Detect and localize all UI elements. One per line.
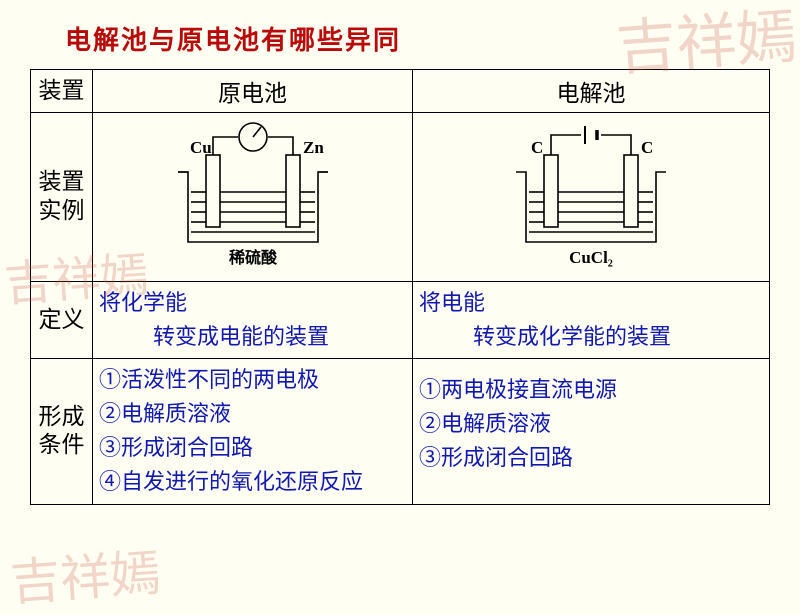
- header-col1: 原电池: [93, 70, 413, 113]
- electrode-right-label: Zn: [303, 138, 324, 157]
- cond1-item: ③形成闭合回路: [99, 431, 406, 465]
- def2-line2: 转变成化学能的装置: [419, 320, 763, 354]
- electrode-left-label: Cu: [190, 138, 212, 157]
- comparison-table: 装置 原电池 电解池 装置实例: [30, 69, 770, 505]
- diagram-row: 装置实例: [31, 113, 770, 282]
- definition-label: 定义: [31, 282, 93, 359]
- definition-col2: 将电能 转变成化学能的装置: [413, 282, 770, 359]
- def2-line1: 将电能: [419, 290, 485, 315]
- conditions-row: 形成条件 ①活泼性不同的两电极 ②电解质溶液 ③形成闭合回路 ④自发进行的氧化还…: [31, 359, 770, 504]
- conditions-col1: ①活泼性不同的两电极 ②电解质溶液 ③形成闭合回路 ④自发进行的氧化还原反应: [93, 359, 413, 504]
- electrolyte-label: CuCl₂: [569, 248, 613, 267]
- diagram-label: 装置实例: [31, 113, 93, 282]
- header-label: 装置: [31, 70, 93, 113]
- page-title: 电解池与原电池有哪些异同: [65, 20, 770, 57]
- galvanic-svg: Cu Zn 稀硫酸: [143, 117, 363, 272]
- watermark-bottom: 吉祥嫣: [8, 533, 163, 615]
- electrolytic-cell-diagram: C C CuCl₂: [413, 113, 770, 282]
- cond1-item: ②电解质溶液: [99, 397, 406, 431]
- cond2-item: ①两电极接直流电源: [419, 373, 763, 407]
- definition-col1: 将化学能 转变成电能的装置: [93, 282, 413, 359]
- electrode-left-label: C: [531, 138, 543, 157]
- cond1-item: ①活泼性不同的两电极: [99, 363, 406, 397]
- conditions-label: 形成条件: [31, 359, 93, 504]
- cond2-item: ③形成闭合回路: [419, 441, 763, 475]
- def1-line2: 转变成电能的装置: [99, 320, 406, 354]
- definition-row: 定义 将化学能 转变成电能的装置 将电能 转变成化学能的装置: [31, 282, 770, 359]
- cond2-item: ②电解质溶液: [419, 407, 763, 441]
- galvanic-cell-diagram: Cu Zn 稀硫酸: [93, 113, 413, 282]
- cond1-item: ④自发进行的氧化还原反应: [99, 465, 406, 499]
- conditions-col2: ①两电极接直流电源 ②电解质溶液 ③形成闭合回路: [413, 359, 770, 504]
- def1-line1: 将化学能: [99, 290, 187, 315]
- electrolytic-svg: C C CuCl₂: [481, 117, 701, 272]
- header-col2: 电解池: [413, 70, 770, 113]
- page: 电解池与原电池有哪些异同 装置 原电池 电解池 装置实例: [0, 0, 800, 505]
- electrolyte-label: 稀硫酸: [228, 248, 277, 267]
- header-row: 装置 原电池 电解池: [31, 70, 770, 113]
- electrode-right-label: C: [641, 138, 653, 157]
